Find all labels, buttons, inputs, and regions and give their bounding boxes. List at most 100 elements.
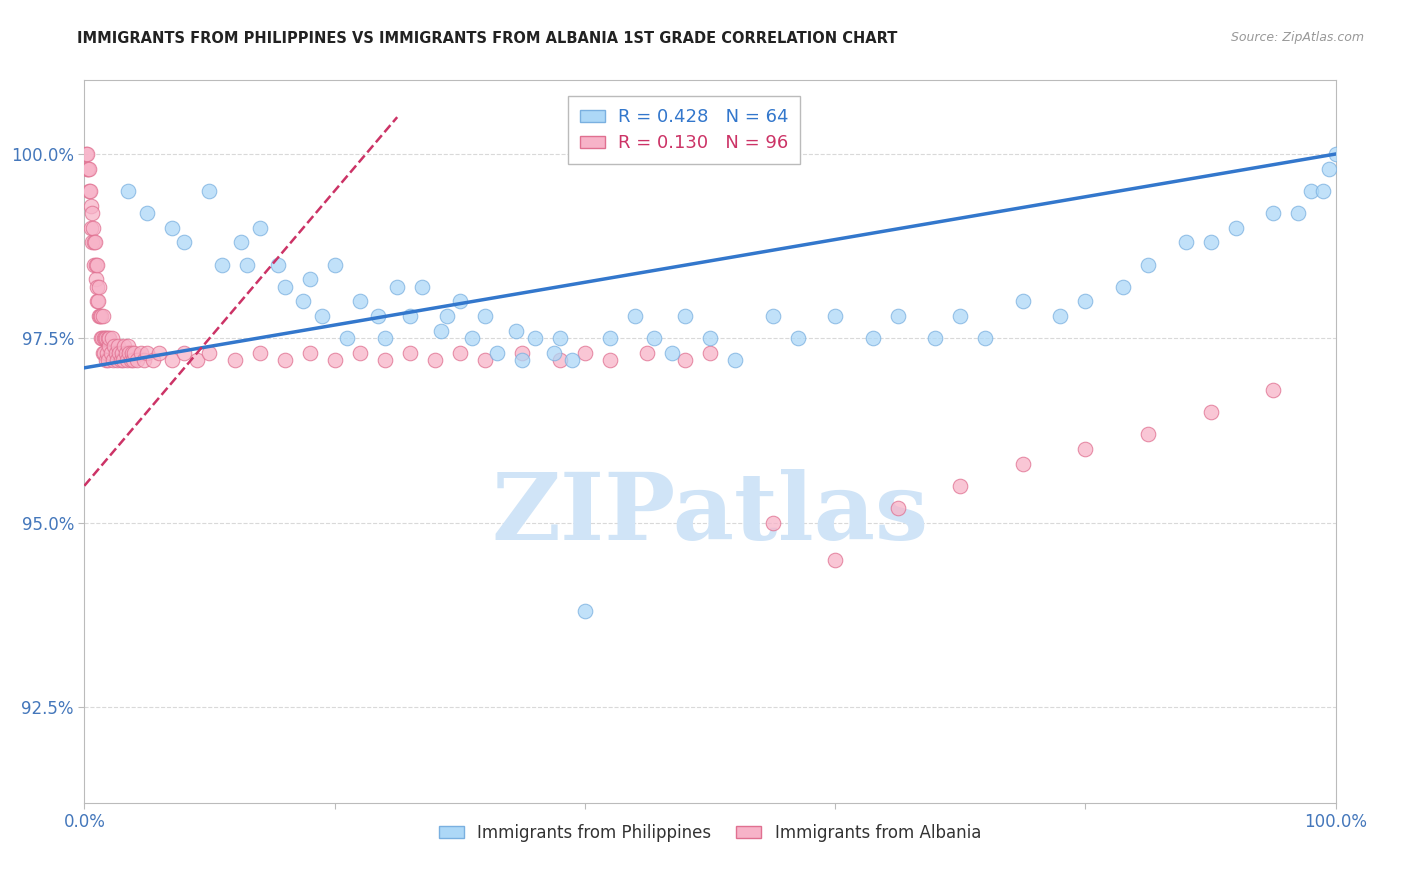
Point [548,331,571,345]
Point [273,279,295,293]
Point [124,346,146,360]
Point [349,294,371,309]
Point [129,346,152,360]
Point [115,353,138,368]
Point [298,346,321,360]
Point [1324,147,1347,161]
Point [93,331,115,345]
Point [311,309,333,323]
Point [1263,206,1285,220]
Point [1174,235,1197,250]
Point [1312,184,1334,198]
Point [543,346,565,360]
Point [349,346,371,360]
Legend: Immigrants from Philippines, Immigrants from Albania: Immigrants from Philippines, Immigrants … [432,817,988,848]
Point [77,161,100,176]
Point [699,346,721,360]
Point [79,161,101,176]
Point [367,309,389,323]
Point [505,324,527,338]
Point [1074,294,1097,309]
Point [1225,220,1247,235]
Point [142,353,165,368]
Point [1136,258,1159,272]
Point [423,353,446,368]
Point [82,220,104,235]
Point [173,346,195,360]
Point [87,309,110,323]
Point [824,309,846,323]
Point [77,184,100,198]
Point [1263,383,1285,397]
Point [887,309,910,323]
Point [101,353,124,368]
Point [548,353,571,368]
Point [104,346,127,360]
Point [97,353,120,368]
Point [96,346,118,360]
Point [512,353,534,368]
Point [398,309,420,323]
Point [90,331,112,345]
Point [97,339,120,353]
Point [1199,235,1222,250]
Point [624,309,647,323]
Point [323,353,346,368]
Point [94,331,117,345]
Point [974,331,997,345]
Point [94,353,117,368]
Point [336,331,359,345]
Point [298,272,321,286]
Point [887,500,910,515]
Point [83,235,105,250]
Point [79,199,101,213]
Point [89,279,111,293]
Point [824,552,846,566]
Point [430,324,453,338]
Point [949,309,972,323]
Point [80,220,103,235]
Point [229,235,252,250]
Point [724,353,747,368]
Point [83,258,105,272]
Point [398,346,420,360]
Point [80,206,103,220]
Point [100,346,122,360]
Point [118,346,141,360]
Point [148,346,170,360]
Point [449,346,471,360]
Point [643,331,665,345]
Point [108,346,131,360]
Point [90,309,112,323]
Point [98,331,121,345]
Point [107,339,129,353]
Text: Source: ZipAtlas.com: Source: ZipAtlas.com [1230,31,1364,45]
Point [79,184,101,198]
Point [125,353,148,368]
Point [637,346,659,360]
Point [1136,427,1159,442]
Point [436,309,458,323]
Point [374,331,396,345]
Point [374,353,396,368]
Point [136,346,159,360]
Point [599,331,621,345]
Point [512,346,534,360]
Point [110,353,132,368]
Point [112,353,135,368]
Text: ZIPatlas: ZIPatlas [492,469,928,558]
Point [103,339,125,353]
Point [574,604,596,618]
Point [96,331,118,345]
Point [1074,442,1097,456]
Point [96,331,118,345]
Point [599,353,621,368]
Point [117,184,139,198]
Point [160,353,183,368]
Point [82,235,104,250]
Point [121,346,143,360]
Point [249,346,271,360]
Point [385,279,409,293]
Point [924,331,946,345]
Point [101,331,124,345]
